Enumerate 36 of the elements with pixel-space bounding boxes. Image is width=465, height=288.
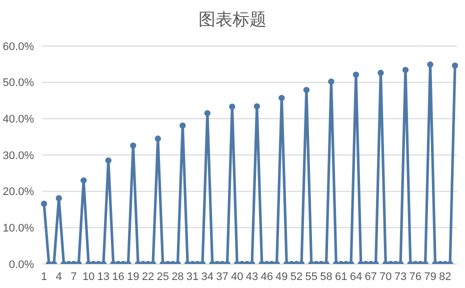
x-tick-label: 40	[230, 270, 244, 283]
x-tick-label: 70	[380, 270, 392, 283]
x-tick-label: 1	[40, 270, 48, 283]
x-tick-label: 67	[364, 270, 377, 283]
y-tick-label: 10.0%	[2, 222, 34, 235]
x-tick-label: 49	[276, 270, 288, 283]
x-tick-label: 7	[70, 270, 77, 283]
x-tick-label: 4	[56, 270, 62, 283]
y-tick-label: 0.0%	[8, 258, 34, 271]
x-tick-label: 55	[305, 270, 318, 283]
chart-title: 图表标题	[198, 9, 268, 31]
y-tick-label: 30.0%	[2, 150, 34, 162]
x-tick-label: 19	[127, 270, 140, 283]
x-tick-label: 28	[172, 270, 184, 283]
x-tick-label: 34	[201, 270, 214, 283]
y-tick-label: 50.0%	[2, 77, 34, 90]
x-tick-label: 52	[290, 270, 303, 283]
x-tick-label: 43	[246, 270, 258, 283]
y-tick-label: 60.0%	[2, 40, 34, 53]
x-tick-label: 64	[350, 270, 362, 283]
x-tick-label: 58	[320, 270, 332, 283]
x-tick-label: 25	[156, 270, 169, 283]
x-tick-label: 82	[438, 270, 452, 283]
x-tick-label: 79	[424, 270, 436, 283]
x-tick-label: 46	[260, 270, 273, 283]
y-tick-label: 40.0%	[2, 114, 34, 126]
x-tick-label: 16	[112, 270, 124, 283]
y-tick-label: 20.0%	[2, 186, 34, 198]
x-tick-label: 61	[334, 270, 348, 283]
x-tick-label: 76	[409, 270, 422, 283]
x-tick-label: 31	[186, 270, 199, 283]
x-tick-label: 22	[142, 270, 154, 283]
x-tick-label: 37	[216, 270, 228, 283]
x-tick-label: 10	[82, 270, 95, 283]
x-tick-label: 13	[97, 270, 110, 283]
x-tick-label: 73	[394, 270, 407, 283]
